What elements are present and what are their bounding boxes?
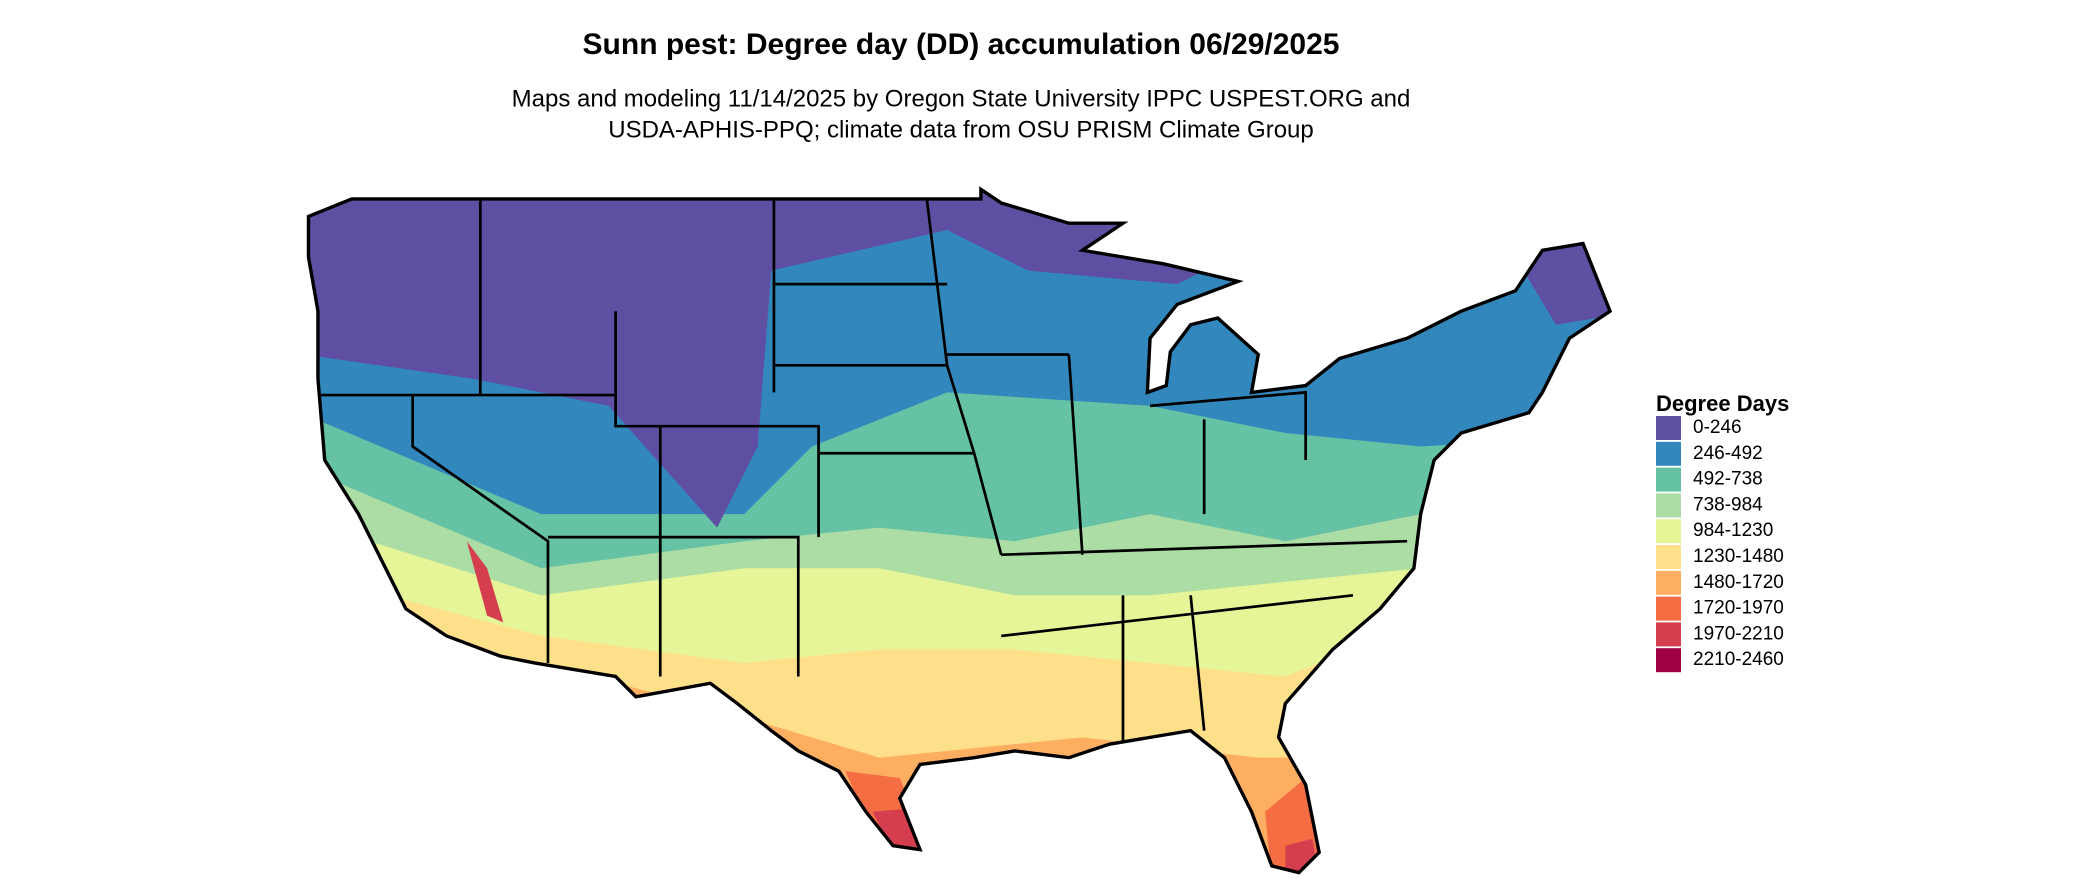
legend-label: 738-984 bbox=[1693, 494, 1763, 515]
zone bbox=[872, 809, 927, 856]
legend-label: 492-738 bbox=[1693, 469, 1763, 490]
zone bbox=[466, 541, 504, 623]
legend-swatch bbox=[1656, 467, 1681, 492]
legend-swatch bbox=[1656, 519, 1681, 544]
legend-label: 0-246 bbox=[1693, 417, 1742, 438]
legend-swatch bbox=[1656, 545, 1681, 569]
state-borders bbox=[317, 198, 1408, 745]
legend-swatch bbox=[1656, 648, 1681, 673]
legend-title: Degree Days bbox=[1656, 391, 1789, 416]
legend-label: 1230-1480 bbox=[1693, 546, 1784, 567]
subtitle: Maps and modeling 11/14/2025 by Oregon S… bbox=[512, 85, 1411, 112]
legend-swatch bbox=[1656, 441, 1681, 466]
legend-label: 246-492 bbox=[1693, 443, 1763, 464]
title: Sunn pest: Degree day (DD) accumulation … bbox=[583, 28, 1340, 61]
legend-swatch bbox=[1656, 622, 1681, 647]
legend: 0-246 246-492 492-738 738-984 984-1230 1230-1… bbox=[1656, 416, 1784, 673]
legend-label: 1720-1970 bbox=[1693, 598, 1784, 619]
legend-label: 1970-2210 bbox=[1693, 623, 1784, 644]
us-map bbox=[306, 187, 1612, 875]
legend-swatch bbox=[1656, 570, 1681, 595]
legend-swatch bbox=[1656, 416, 1681, 440]
degree-day-surface bbox=[308, 189, 1611, 873]
zone bbox=[308, 189, 1611, 528]
legend-label: 984-1230 bbox=[1693, 520, 1773, 541]
legend-label: 1480-1720 bbox=[1693, 572, 1784, 593]
legend-label: 2210-2460 bbox=[1693, 649, 1784, 670]
subtitle: USDA-APHIS-PPQ; climate data from OSU PR… bbox=[608, 116, 1314, 143]
legend-swatch bbox=[1656, 596, 1681, 621]
legend-swatch bbox=[1656, 493, 1681, 518]
